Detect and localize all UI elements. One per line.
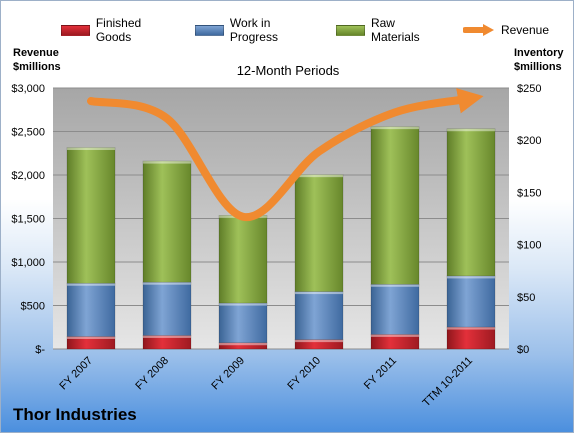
- finished-goods-bar-highlight: [447, 327, 495, 330]
- left-axis-ticks: $- $500 $1,000 $1,500 $2,000 $2,500 $3,000: [11, 83, 45, 356]
- right-tick-label: $150: [517, 187, 541, 199]
- raw-materials-bar-highlight: [371, 126, 419, 130]
- work-in-progress-bar: [142, 281, 192, 336]
- work-in-progress-bar: [370, 283, 420, 335]
- left-tick-label: $3,000: [11, 83, 45, 95]
- work-in-progress-bar-highlight: [219, 303, 267, 306]
- legend-label-raw-materials: Raw Materials: [370, 16, 420, 44]
- category-labels: FY 2007 FY 2008 FY 2009 FY 2010 FY 2011 TTM 1…: [57, 355, 475, 410]
- legend-label-finished-goods: Finished Goods: [95, 16, 142, 44]
- category-label: FY 2009: [209, 355, 247, 393]
- revenue-swatch-arrow: [462, 24, 494, 36]
- raw-materials-bar: [66, 147, 116, 284]
- chart-title: Thor Industries: [13, 405, 137, 424]
- category-label: FY 2010: [285, 355, 323, 393]
- finished-goods-bar: [294, 339, 344, 350]
- category-label: FY 2011: [362, 355, 399, 392]
- work-in-progress-swatch: [195, 24, 224, 36]
- left-tick-label: $2,000: [11, 170, 45, 182]
- finished-goods-bar-highlight: [219, 342, 267, 346]
- right-tick-label: $50: [517, 292, 535, 304]
- finished-goods-bar-highlight: [295, 339, 343, 343]
- raw-materials-bar: [142, 160, 192, 283]
- work-in-progress-bar: [66, 282, 116, 337]
- gridlines: [53, 87, 509, 350]
- raw-materials-bar: [446, 128, 496, 277]
- finished-goods-bar-highlight: [143, 335, 191, 338]
- finished-goods-bar-highlight: [371, 334, 419, 337]
- work-in-progress-bar-highlight: [447, 275, 495, 279]
- raw-materials-bar: [294, 174, 344, 292]
- legend-item-work-in-progress: Work in Progress: [195, 16, 312, 44]
- legend-item-raw-materials: Raw Materials: [336, 16, 439, 44]
- left-axis-title: Revenue $millions: [13, 47, 61, 73]
- work-in-progress-bar-highlight: [295, 291, 343, 295]
- work-in-progress-bar: [446, 275, 496, 328]
- left-tick-label: $500: [21, 301, 45, 313]
- right-tick-label: $0: [517, 344, 529, 356]
- raw-materials-bar-highlight: [67, 147, 115, 151]
- right-axis-ticks: $0 $50 $100 $150 $200 $250: [517, 83, 541, 356]
- revenue-line: [87, 88, 484, 221]
- finished-goods-bar: [142, 335, 192, 350]
- raw-materials-bar-highlight: [447, 128, 495, 132]
- work-in-progress-bar-highlight: [67, 283, 115, 286]
- raw-materials-bar-highlight: [295, 174, 343, 178]
- bars: [66, 126, 496, 350]
- finished-goods-bar-highlight: [67, 336, 115, 339]
- work-in-progress-bar: [294, 291, 344, 340]
- work-in-progress-bar-highlight: [371, 284, 419, 287]
- left-tick-label: $1,500: [11, 214, 45, 226]
- work-in-progress-bar-highlight: [143, 282, 191, 285]
- legend: Finished Goods Work in Progress Raw Mate…: [61, 16, 573, 44]
- finished-goods-swatch: [61, 24, 90, 36]
- finished-goods-bar: [446, 326, 496, 350]
- right-tick-label: $100: [517, 240, 541, 252]
- left-tick-label: $-: [35, 344, 45, 356]
- work-in-progress-bar: [218, 302, 268, 344]
- left-tick-label: $1,000: [11, 257, 45, 269]
- right-axis-title: Inventory $millions: [514, 47, 564, 73]
- raw-materials-swatch: [336, 24, 365, 36]
- right-tick-label: $200: [517, 135, 541, 147]
- legend-item-revenue: Revenue: [462, 23, 549, 37]
- category-label: FY 2007: [57, 355, 95, 393]
- legend-label-work-in-progress: Work in Progress: [229, 16, 278, 44]
- right-tick-label: $250: [517, 83, 541, 95]
- category-label: TTM 10-2011: [421, 355, 476, 410]
- chart-subtitle: 12-Month Periods: [236, 63, 340, 78]
- legend-item-finished-goods: Finished Goods: [61, 16, 171, 44]
- legend-label-revenue: Revenue: [500, 23, 549, 37]
- raw-materials-bar: [370, 126, 420, 285]
- raw-materials-bar-highlight: [143, 161, 191, 164]
- category-label: FY 2008: [133, 355, 171, 393]
- raw-materials-bar: [218, 215, 268, 304]
- left-tick-label: $2,500: [11, 127, 45, 139]
